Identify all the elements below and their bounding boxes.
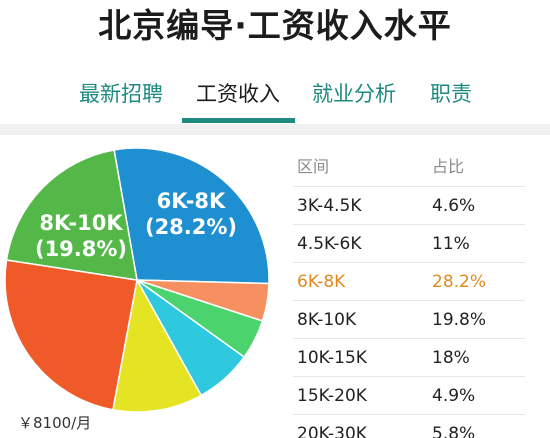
tab-salary[interactable]: 工资收入 [196, 82, 280, 106]
pie-svg [4, 147, 270, 413]
tab-duties[interactable]: 职责 [430, 82, 472, 106]
pie-label-6k-8k-range: 6K-8K [156, 189, 226, 213]
row-range: 20K-30K [297, 424, 367, 438]
page-title: 北京编导·工资收入水平 [98, 6, 452, 45]
row-range: 15K-20K [297, 386, 367, 406]
table-row-highlighted[interactable]: 6K-8K 28.2% [293, 262, 525, 300]
pie-label-6k-8k: 6K-8K (28.2%) [136, 188, 246, 240]
row-range: 4.5K-6K [297, 234, 362, 254]
row-range: 10K-15K [297, 348, 367, 368]
row-range: 6K-8K [297, 272, 346, 292]
table-row[interactable]: 8K-10K 19.8% [293, 300, 525, 338]
table-row[interactable]: 20K-30K 5.8% [293, 414, 525, 438]
section-divider [0, 124, 550, 135]
pie-label-8k-10k-share: (19.8%) [34, 237, 128, 261]
header-share: 占比 [432, 157, 465, 176]
pie-slice [4, 259, 138, 411]
row-share: 4.9% [432, 386, 476, 406]
row-share: 11% [432, 234, 470, 254]
active-tab-indicator [182, 118, 295, 123]
row-share: 28.2% [432, 272, 487, 292]
row-share: 18% [432, 348, 470, 368]
row-range: 3K-4.5K [297, 196, 362, 216]
pie-label-6k-8k-share: (28.2%) [144, 215, 238, 239]
pie-slice [112, 277, 203, 413]
salary-distribution-table: 区间 占比 3K-4.5K 4.6% 4.5K-6K 11% 6K-8K 28.… [293, 150, 525, 438]
pie-label-8k-10k: 8K-10K (19.8%) [26, 210, 136, 262]
row-range: 8K-10K [297, 310, 357, 330]
average-salary: ￥8100/月 [18, 414, 92, 432]
table-row[interactable]: 3K-4.5K 4.6% [293, 186, 525, 224]
row-share: 19.8% [432, 310, 487, 330]
table-row[interactable]: 10K-15K 18% [293, 338, 525, 376]
table-row[interactable]: 4.5K-6K 11% [293, 224, 525, 262]
pie-slice [113, 147, 270, 285]
tab-latest-jobs[interactable]: 最新招聘 [79, 82, 163, 106]
row-share: 5.8% [432, 424, 476, 438]
table-row[interactable]: 15K-20K 4.9% [293, 376, 525, 414]
header-range: 区间 [297, 157, 330, 176]
pie-label-8k-10k-range: 8K-10K [39, 211, 123, 235]
table-header: 区间 占比 [293, 150, 525, 186]
salary-pie-chart: 6K-8K (28.2%) 8K-10K (19.8%) [0, 135, 290, 438]
pie-slice [5, 149, 138, 281]
row-share: 4.6% [432, 196, 476, 216]
tab-employment-analysis[interactable]: 就业分析 [312, 82, 396, 106]
tab-bar: 最新招聘 工资收入 就业分析 职责 [0, 70, 550, 124]
